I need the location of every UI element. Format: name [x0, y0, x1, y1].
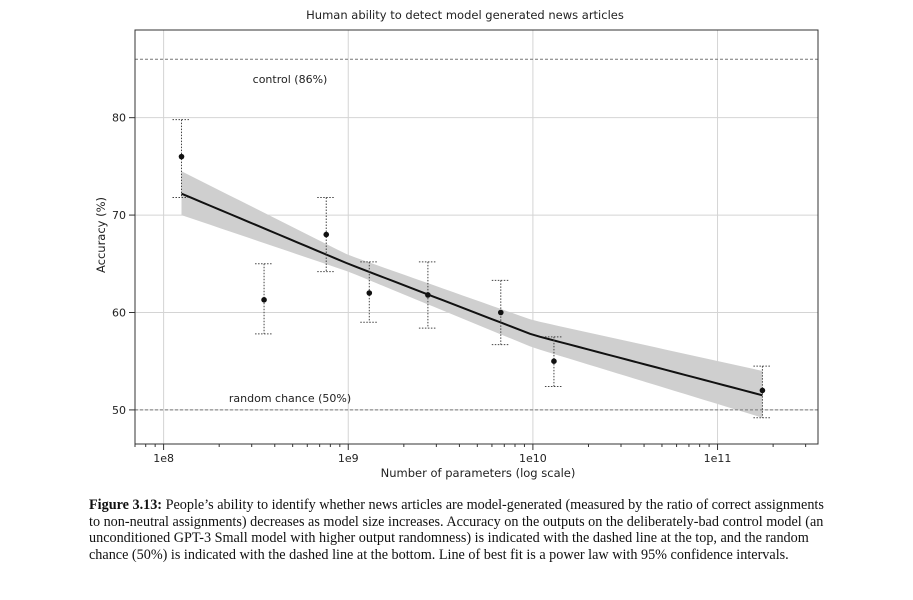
y-tick-label: 50: [112, 404, 126, 417]
fit-line: [181, 192, 763, 397]
data-point: [497, 309, 504, 316]
x-tick-label: 1e8: [153, 452, 174, 465]
x-tick-label: 1e10: [519, 452, 547, 465]
x-tick-label: 1e9: [338, 452, 359, 465]
caption-label: Figure 3.13:: [89, 497, 163, 513]
reference-lines-layer: control (86%) random chance (50%): [135, 58, 818, 411]
reference-line-label: random chance (50%): [229, 392, 351, 405]
accuracy-chart: Human ability to detect model generated …: [94, 8, 819, 480]
plot-frame: [134, 29, 819, 445]
y-tick-label: 60: [112, 306, 126, 319]
chart-title: Human ability to detect model generated …: [306, 8, 624, 22]
confidence-band: [181, 171, 763, 418]
data-point: [366, 290, 373, 296]
y-axis-ticks: 50 60 70 80: [112, 112, 135, 417]
data-point: [261, 297, 267, 303]
x-axis-ticks: 1e8 1e9 1e10 1e11: [134, 444, 807, 465]
x-tick-label: 1e11: [704, 452, 732, 465]
data-point: [323, 231, 330, 238]
y-tick-label: 80: [112, 112, 126, 125]
fit-line-layer: [181, 192, 763, 397]
data-points-layer: [178, 153, 766, 394]
data-point: [551, 358, 557, 365]
y-axis-label: Accuracy (%): [94, 197, 108, 273]
data-point: [178, 153, 185, 160]
reference-line-label: control (86%): [253, 73, 328, 86]
y-tick-label: 70: [112, 209, 126, 222]
caption-text: People’s ability to identify whether new…: [89, 497, 824, 563]
data-point: [425, 292, 431, 298]
figure-caption: Figure 3.13: People’s ability to identif…: [89, 497, 834, 563]
data-point: [759, 387, 766, 394]
x-axis-label: Number of parameters (log scale): [381, 466, 576, 480]
confidence-band-layer: [181, 171, 763, 418]
